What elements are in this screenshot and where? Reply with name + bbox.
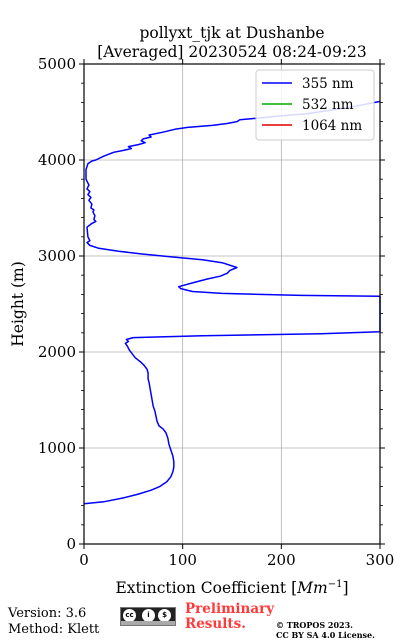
x-tick-label: 200 bbox=[267, 551, 296, 569]
x-tick-label: 100 bbox=[168, 551, 197, 569]
cc-by-license-icon: cc i $ bbox=[120, 607, 176, 626]
x-tick-label: 300 bbox=[366, 551, 395, 569]
version-text: Version: 3.6 bbox=[8, 606, 87, 621]
series-layer bbox=[83, 100, 381, 505]
plot-frame bbox=[83, 63, 381, 545]
copyright-text: © TROPOS 2023. CC BY SA 4.0 License. bbox=[276, 620, 375, 640]
y-tick-label: 2000 bbox=[38, 343, 76, 361]
legend-label-1: 532 nm bbox=[302, 97, 354, 113]
y-tick-label: 3000 bbox=[38, 247, 76, 265]
grid bbox=[84, 64, 380, 544]
preliminary-line-1: Preliminary bbox=[185, 601, 275, 617]
x-axis-label: Extinction Coefficient [Mm−1] bbox=[115, 579, 348, 597]
legend-box bbox=[255, 69, 375, 141]
chart-title: pollyxt_tjk at Dushanbe bbox=[139, 24, 324, 42]
series-line-0 bbox=[83, 100, 381, 505]
chart-subtitle: [Averaged] 20230524 08:24-09:23 bbox=[97, 43, 367, 61]
y-tick-label: 5000 bbox=[38, 55, 76, 73]
legend-label-0: 355 nm bbox=[302, 76, 354, 92]
copyright-line-1: © TROPOS 2023. bbox=[276, 620, 353, 630]
legend-label-2: 1064 nm bbox=[302, 118, 362, 134]
x-tick-label: 0 bbox=[79, 551, 89, 569]
y-axis-label: Height (m) bbox=[9, 261, 27, 347]
preliminary-line-2: Results. bbox=[185, 616, 246, 632]
copyright-line-2: CC BY SA 4.0 License. bbox=[276, 630, 375, 640]
y-tick-label: 0 bbox=[66, 535, 76, 553]
y-tick-label: 4000 bbox=[38, 151, 76, 169]
legend: 355 nm 532 nm 1064 nm bbox=[255, 69, 375, 141]
preliminary-results-text: Preliminary Results. bbox=[185, 602, 274, 632]
y-tick-label: 1000 bbox=[38, 439, 76, 457]
noncommercial-symbol-icon: $ bbox=[158, 609, 171, 622]
badge-strip bbox=[121, 621, 175, 625]
method-text: Method: Klett bbox=[8, 622, 100, 637]
attribution-symbol-icon: i bbox=[142, 609, 155, 622]
cc-symbol-icon: cc bbox=[123, 609, 136, 622]
extinction-profile-chart: pollyxt_tjk at Dushanbe [Averaged] 20230… bbox=[9, 24, 395, 597]
